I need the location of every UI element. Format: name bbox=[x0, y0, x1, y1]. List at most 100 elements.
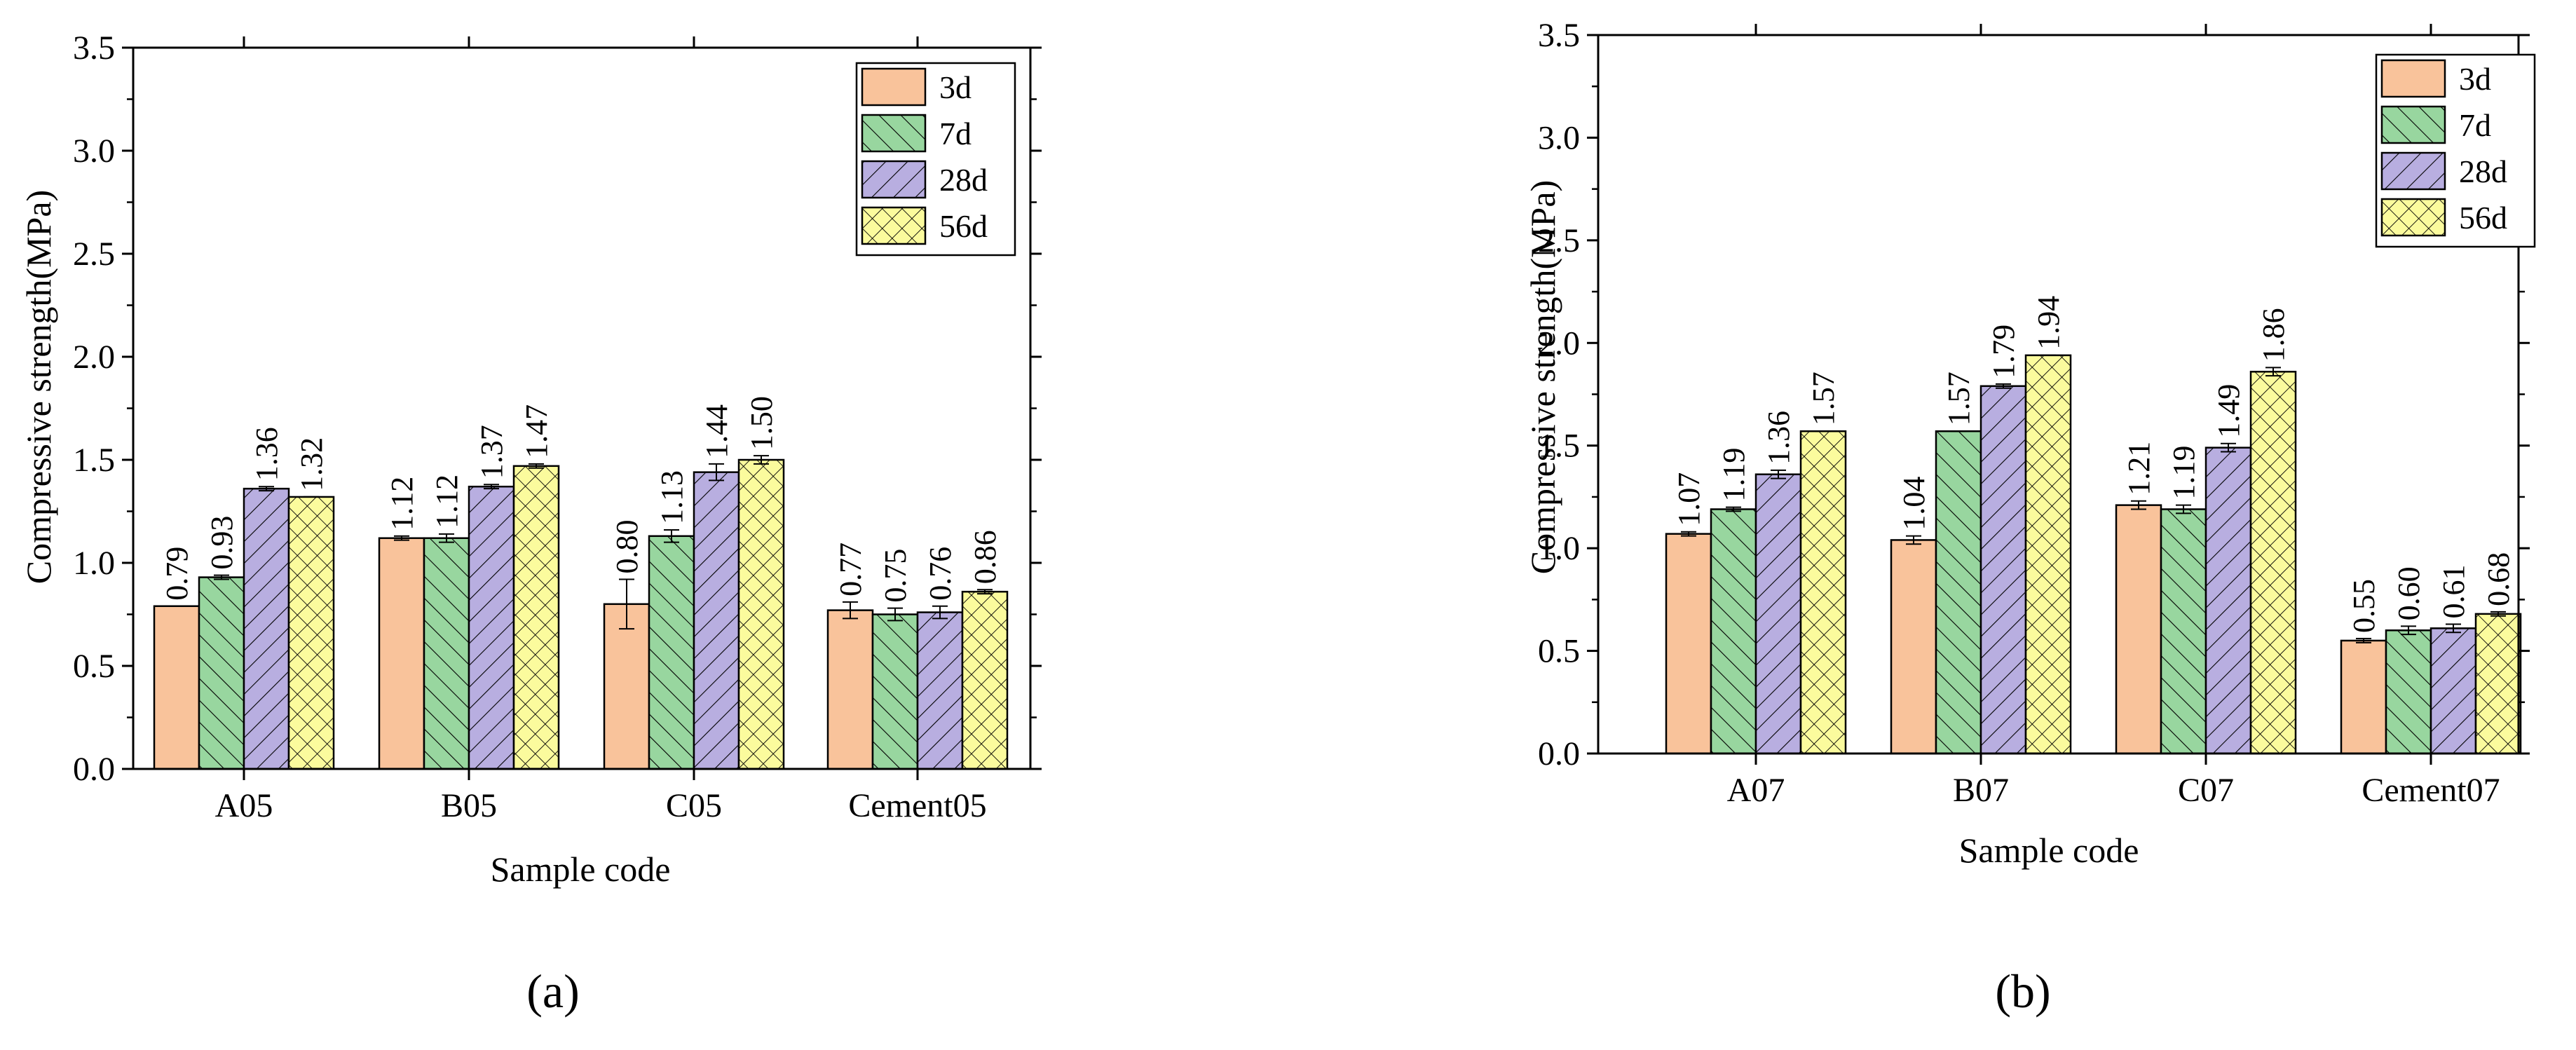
legend-label-a-56d: 56d bbox=[939, 208, 988, 244]
bar-b-A07-7d bbox=[1710, 508, 1757, 755]
error-bar-b-C07-28d bbox=[2221, 442, 2236, 453]
error-bar-b-Cement07-7d bbox=[2401, 625, 2416, 636]
data-label-a-C05-3d: 0.80 bbox=[610, 520, 644, 574]
bar-b-A07-56d bbox=[1799, 430, 1847, 755]
data-label-a-C05-7d: 1.13 bbox=[655, 470, 689, 524]
chart-panel-b: 1.07 1.04 1.21 0.55 1.19 1.57 1.19 0.60 1.36 1.79… bbox=[1523, 17, 2536, 1018]
data-label-a-A05-56d: 1.32 bbox=[294, 437, 329, 491]
legend-label-a-3d: 3d bbox=[939, 69, 972, 105]
legend-swatch-a-56d bbox=[861, 206, 927, 245]
error-bar-a-C05-56d bbox=[754, 455, 769, 465]
panel-a-label: (a) bbox=[526, 964, 579, 1018]
error-bar-a-Cement05-56d bbox=[977, 589, 993, 595]
bar-a-B05-28d bbox=[468, 485, 515, 770]
bar-a-C05-56d bbox=[737, 458, 785, 770]
legend-swatch-b-3d bbox=[2380, 59, 2446, 98]
legend-swatch-a-28d bbox=[861, 160, 927, 199]
error-bar-a-C05-3d bbox=[619, 578, 634, 630]
chart-panel-a: 0.79 1.12 0.80 0.77 0.93 1.12 1.13 0.75 1.36 1.37… bbox=[19, 29, 1042, 1018]
x-tick-label-a-2: C05 bbox=[666, 787, 722, 824]
legend-a: 3d 7d 28d 56d bbox=[855, 62, 1016, 257]
bar-a-A05-28d bbox=[243, 487, 290, 770]
error-bar-a-B05-7d bbox=[439, 533, 454, 543]
x-tick-label-b-2: C07 bbox=[2178, 772, 2234, 809]
data-label-a-A05-28d: 1.36 bbox=[250, 427, 284, 481]
panel-a-x-axis-title: Sample code bbox=[491, 850, 671, 889]
y-tick-label-b-1: 0.5 bbox=[1538, 633, 1580, 670]
legend-label-a-28d: 28d bbox=[939, 162, 988, 198]
bar-a-Cement05-7d bbox=[871, 613, 919, 770]
bar-a-B05-3d bbox=[378, 537, 425, 770]
error-bar-a-Cement05-3d bbox=[843, 601, 858, 620]
bar-a-A05-56d bbox=[287, 496, 335, 770]
bar-a-A05-7d bbox=[198, 576, 245, 770]
bar-b-B07-3d bbox=[1890, 539, 1937, 755]
error-bar-b-B07-3d bbox=[1906, 535, 1921, 545]
data-label-b-Cement07-28d: 0.61 bbox=[2437, 565, 2471, 619]
x-tick-label-b-1: B07 bbox=[1953, 772, 2009, 809]
bar-a-Cement05-3d bbox=[826, 609, 874, 770]
bar-b-C07-28d bbox=[2204, 446, 2252, 755]
bar-a-B05-56d bbox=[512, 465, 560, 770]
data-label-a-Cement05-7d: 0.75 bbox=[878, 549, 913, 603]
data-label-a-A05-3d: 0.79 bbox=[160, 547, 194, 601]
data-label-a-C05-28d: 1.44 bbox=[700, 404, 734, 458]
error-bar-b-A07-28d bbox=[1771, 469, 1786, 479]
legend-swatch-b-28d bbox=[2380, 151, 2446, 191]
data-label-a-A05-7d: 0.93 bbox=[205, 516, 239, 570]
error-bar-b-C07-3d bbox=[2131, 500, 2146, 510]
legend-swatch-a-7d bbox=[861, 114, 927, 153]
data-label-b-A07-3d: 1.07 bbox=[1672, 472, 1706, 526]
bar-b-A07-28d bbox=[1754, 473, 1802, 755]
legend-label-b-3d: 3d bbox=[2459, 61, 2491, 97]
data-label-b-Cement07-3d: 0.55 bbox=[2347, 579, 2381, 633]
error-bar-a-B05-56d bbox=[529, 463, 544, 469]
y-tick-label-b-2: 1.0 bbox=[1538, 530, 1580, 567]
x-tick-label-a-0: A05 bbox=[215, 787, 273, 824]
error-bar-a-A05-28d bbox=[259, 486, 274, 492]
y-tick-label-b-0: 0.0 bbox=[1538, 735, 1580, 772]
y-tick-label-b-7: 3.5 bbox=[1538, 17, 1580, 54]
bar-a-B05-7d bbox=[423, 537, 470, 770]
data-label-b-C07-3d: 1.21 bbox=[2122, 442, 2156, 496]
bar-a-Cement05-56d bbox=[961, 590, 1009, 770]
error-bar-b-Cement07-3d bbox=[2356, 638, 2371, 643]
data-label-b-C07-56d: 1.86 bbox=[2256, 308, 2291, 362]
error-bar-b-Cement07-56d bbox=[2490, 611, 2506, 617]
data-label-b-B07-56d: 1.94 bbox=[2031, 296, 2066, 350]
y-tick-label-a-0: 0.0 bbox=[73, 751, 115, 788]
bar-b-C07-56d bbox=[2249, 371, 2297, 755]
legend-label-a-7d: 7d bbox=[939, 116, 972, 151]
y-tick-label-a-1: 0.5 bbox=[73, 648, 115, 685]
data-label-a-C05-56d: 1.50 bbox=[744, 396, 779, 450]
error-bar-a-B05-3d bbox=[394, 535, 409, 541]
bar-a-A05-3d bbox=[153, 605, 200, 770]
y-tick-label-a-2: 1.0 bbox=[73, 545, 115, 582]
bar-b-Cement07-3d bbox=[2340, 639, 2387, 755]
x-tick-label-a-3: Cement05 bbox=[848, 787, 986, 824]
error-bar-b-A07-7d bbox=[1726, 506, 1741, 512]
error-bar-b-B07-28d bbox=[1996, 383, 2011, 389]
data-label-a-B05-7d: 1.12 bbox=[430, 475, 464, 529]
data-label-a-Cement05-3d: 0.77 bbox=[833, 543, 868, 596]
data-label-a-B05-3d: 1.12 bbox=[385, 477, 419, 531]
error-bar-a-C05-28d bbox=[709, 463, 724, 482]
bar-a-C05-28d bbox=[693, 471, 740, 770]
data-label-b-A07-28d: 1.36 bbox=[1761, 411, 1796, 465]
error-bar-a-B05-28d bbox=[484, 484, 499, 490]
error-bar-a-Cement05-28d bbox=[932, 605, 948, 620]
legend-label-b-7d: 7d bbox=[2459, 107, 2491, 143]
bar-b-B07-56d bbox=[2024, 354, 2072, 755]
error-bar-b-A07-3d bbox=[1681, 531, 1696, 537]
panel-b-y-axis-title: Compressive strength(MPa) bbox=[1523, 180, 1562, 574]
legend-swatch-a-3d bbox=[861, 67, 927, 107]
bar-b-C07-3d bbox=[2115, 504, 2162, 755]
data-label-a-B05-56d: 1.47 bbox=[519, 404, 554, 458]
error-bar-a-Cement05-7d bbox=[887, 607, 903, 622]
legend-swatch-b-7d bbox=[2380, 105, 2446, 144]
y-tick-label-a-6: 3.0 bbox=[73, 132, 115, 170]
data-label-b-A07-56d: 1.57 bbox=[1806, 371, 1841, 425]
y-tick-label-b-4: 2.0 bbox=[1538, 325, 1580, 362]
legend-label-b-56d: 56d bbox=[2459, 200, 2507, 236]
error-bar-b-C07-56d bbox=[2265, 367, 2281, 377]
